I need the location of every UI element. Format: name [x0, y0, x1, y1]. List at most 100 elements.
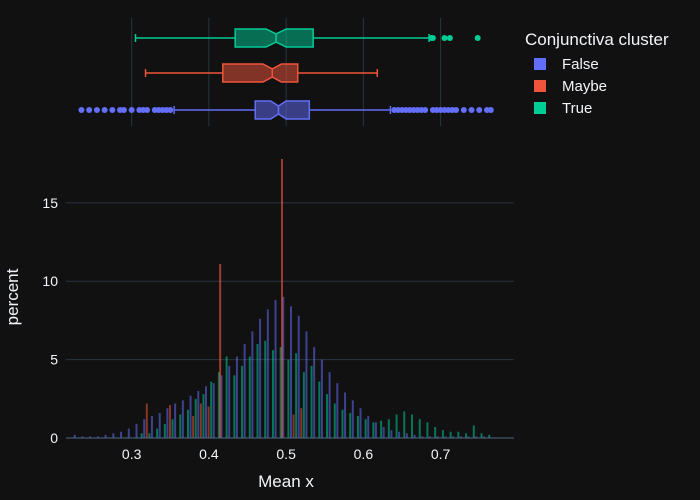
legend-label-true: True	[562, 100, 592, 117]
histogram-bar-true	[163, 423, 166, 438]
box-outlier	[460, 107, 467, 113]
histogram-bar-true	[194, 398, 197, 438]
histogram-bar-false	[413, 434, 416, 438]
legend-label-maybe: Maybe	[562, 78, 607, 95]
histogram-bar-true	[333, 403, 336, 438]
histogram-bar-true	[449, 431, 452, 438]
histogram-bar-false	[220, 375, 223, 438]
legend-swatch-true	[534, 102, 546, 114]
x-axis-title: Mean x	[258, 472, 314, 491]
legend-swatch-false	[534, 58, 546, 70]
histogram-bar-true	[356, 416, 359, 438]
histogram-bar-true	[233, 375, 236, 438]
histogram-bar-false	[483, 436, 486, 438]
histogram-bar-false	[475, 436, 478, 438]
histogram-bar-true	[472, 425, 475, 438]
legend-entry-true[interactable]: True	[534, 100, 592, 117]
histogram-bar-true	[271, 350, 274, 438]
histogram-bar-false	[266, 309, 269, 438]
histogram-bar-false	[452, 436, 455, 438]
histogram-bar-false	[127, 428, 130, 438]
histogram-bar-true	[302, 372, 305, 438]
histogram-bar-true	[264, 340, 267, 438]
histogram-bar-false	[112, 433, 115, 438]
histogram-bar-false	[382, 427, 385, 438]
histogram-bar-false	[421, 436, 424, 438]
x-tick-label: 0.5	[276, 446, 296, 462]
histogram-bar-false	[282, 296, 285, 438]
histogram-bar-true	[403, 411, 406, 438]
histogram-bar-true	[210, 381, 213, 438]
histogram-bar-true	[372, 422, 375, 438]
histogram-bar-true	[349, 412, 352, 438]
histogram-bar-true	[287, 359, 290, 438]
histogram-bar-false	[228, 365, 231, 438]
histogram-bar-true	[441, 430, 444, 438]
histogram-bar-true	[187, 409, 189, 438]
box-outlier	[128, 107, 135, 113]
histogram-bar-maybe	[145, 403, 148, 438]
histogram-bar-false	[398, 431, 401, 438]
box-outlier	[86, 107, 93, 113]
histogram-bar-false	[166, 408, 169, 438]
histogram-bar-true	[295, 353, 298, 438]
histogram-bar-true	[364, 419, 367, 438]
box-outlier	[487, 107, 494, 113]
histogram-bar-false	[143, 419, 146, 438]
histogram-bar-true	[326, 394, 329, 438]
box-outlier	[468, 107, 475, 113]
histogram-bar-false	[359, 408, 362, 438]
histogram-bar-false	[305, 331, 308, 438]
histogram-bar-true	[202, 394, 205, 438]
histogram-bar-true	[488, 434, 491, 438]
histogram-bar-true	[279, 347, 282, 438]
histogram-bar-false	[89, 436, 92, 438]
histogram-bar-false	[259, 318, 262, 438]
histogram-bar-false	[290, 306, 292, 438]
histogram-bar-false	[444, 436, 447, 438]
histogram-bar-true	[179, 414, 182, 438]
box-plot-false	[78, 100, 494, 120]
legend-entry-maybe[interactable]: Maybe	[534, 78, 607, 95]
histogram-bar-true	[140, 433, 143, 438]
histogram-bar-false	[235, 356, 238, 438]
histogram-bar-false	[320, 359, 323, 438]
histogram-bar-true	[310, 365, 313, 438]
box-plot-true	[134, 28, 481, 48]
box-outlier	[167, 107, 174, 113]
histogram-bar-true	[318, 381, 321, 438]
histogram-bar-true	[418, 419, 421, 438]
histogram-bar-false	[205, 386, 208, 438]
histogram-bar-false	[189, 395, 192, 438]
x-tick-label: 0.7	[431, 446, 451, 462]
box-outlier	[422, 107, 429, 113]
legend-label-false: False	[562, 56, 599, 73]
histogram-bar-false	[429, 436, 432, 438]
histogram-bar-false	[120, 431, 123, 438]
box-outlier	[144, 107, 151, 113]
histogram-bar-false	[351, 400, 354, 438]
y-tick-label: 5	[50, 352, 58, 368]
histogram-bar-false	[367, 416, 370, 438]
y-axis-title: percent	[3, 268, 22, 325]
x-tick-label: 0.6	[354, 446, 374, 462]
axes: 0.3 0.4 0.5 0.6 0.7 0 5 10 15	[42, 195, 514, 462]
histogram-bar-false	[251, 331, 254, 438]
histogram-bar-false	[212, 383, 215, 438]
histogram-bar-false	[344, 392, 347, 438]
histogram-bar-false	[150, 416, 153, 438]
histogram-bar-maybe	[199, 403, 202, 438]
histogram-bar-false	[436, 436, 439, 438]
box-outlier	[446, 35, 453, 41]
histogram-bar-false	[328, 372, 331, 438]
histogram-bar-false	[73, 434, 76, 438]
histogram-bar-false	[297, 315, 300, 438]
legend-entry-false[interactable]: False	[534, 56, 599, 73]
histogram-bar-true	[171, 419, 174, 438]
histogram-bar-true	[411, 414, 413, 438]
box-outlier	[453, 107, 460, 113]
histogram-bar-true	[248, 356, 251, 438]
histogram-bar-true	[480, 433, 483, 438]
box-body	[254, 100, 311, 120]
